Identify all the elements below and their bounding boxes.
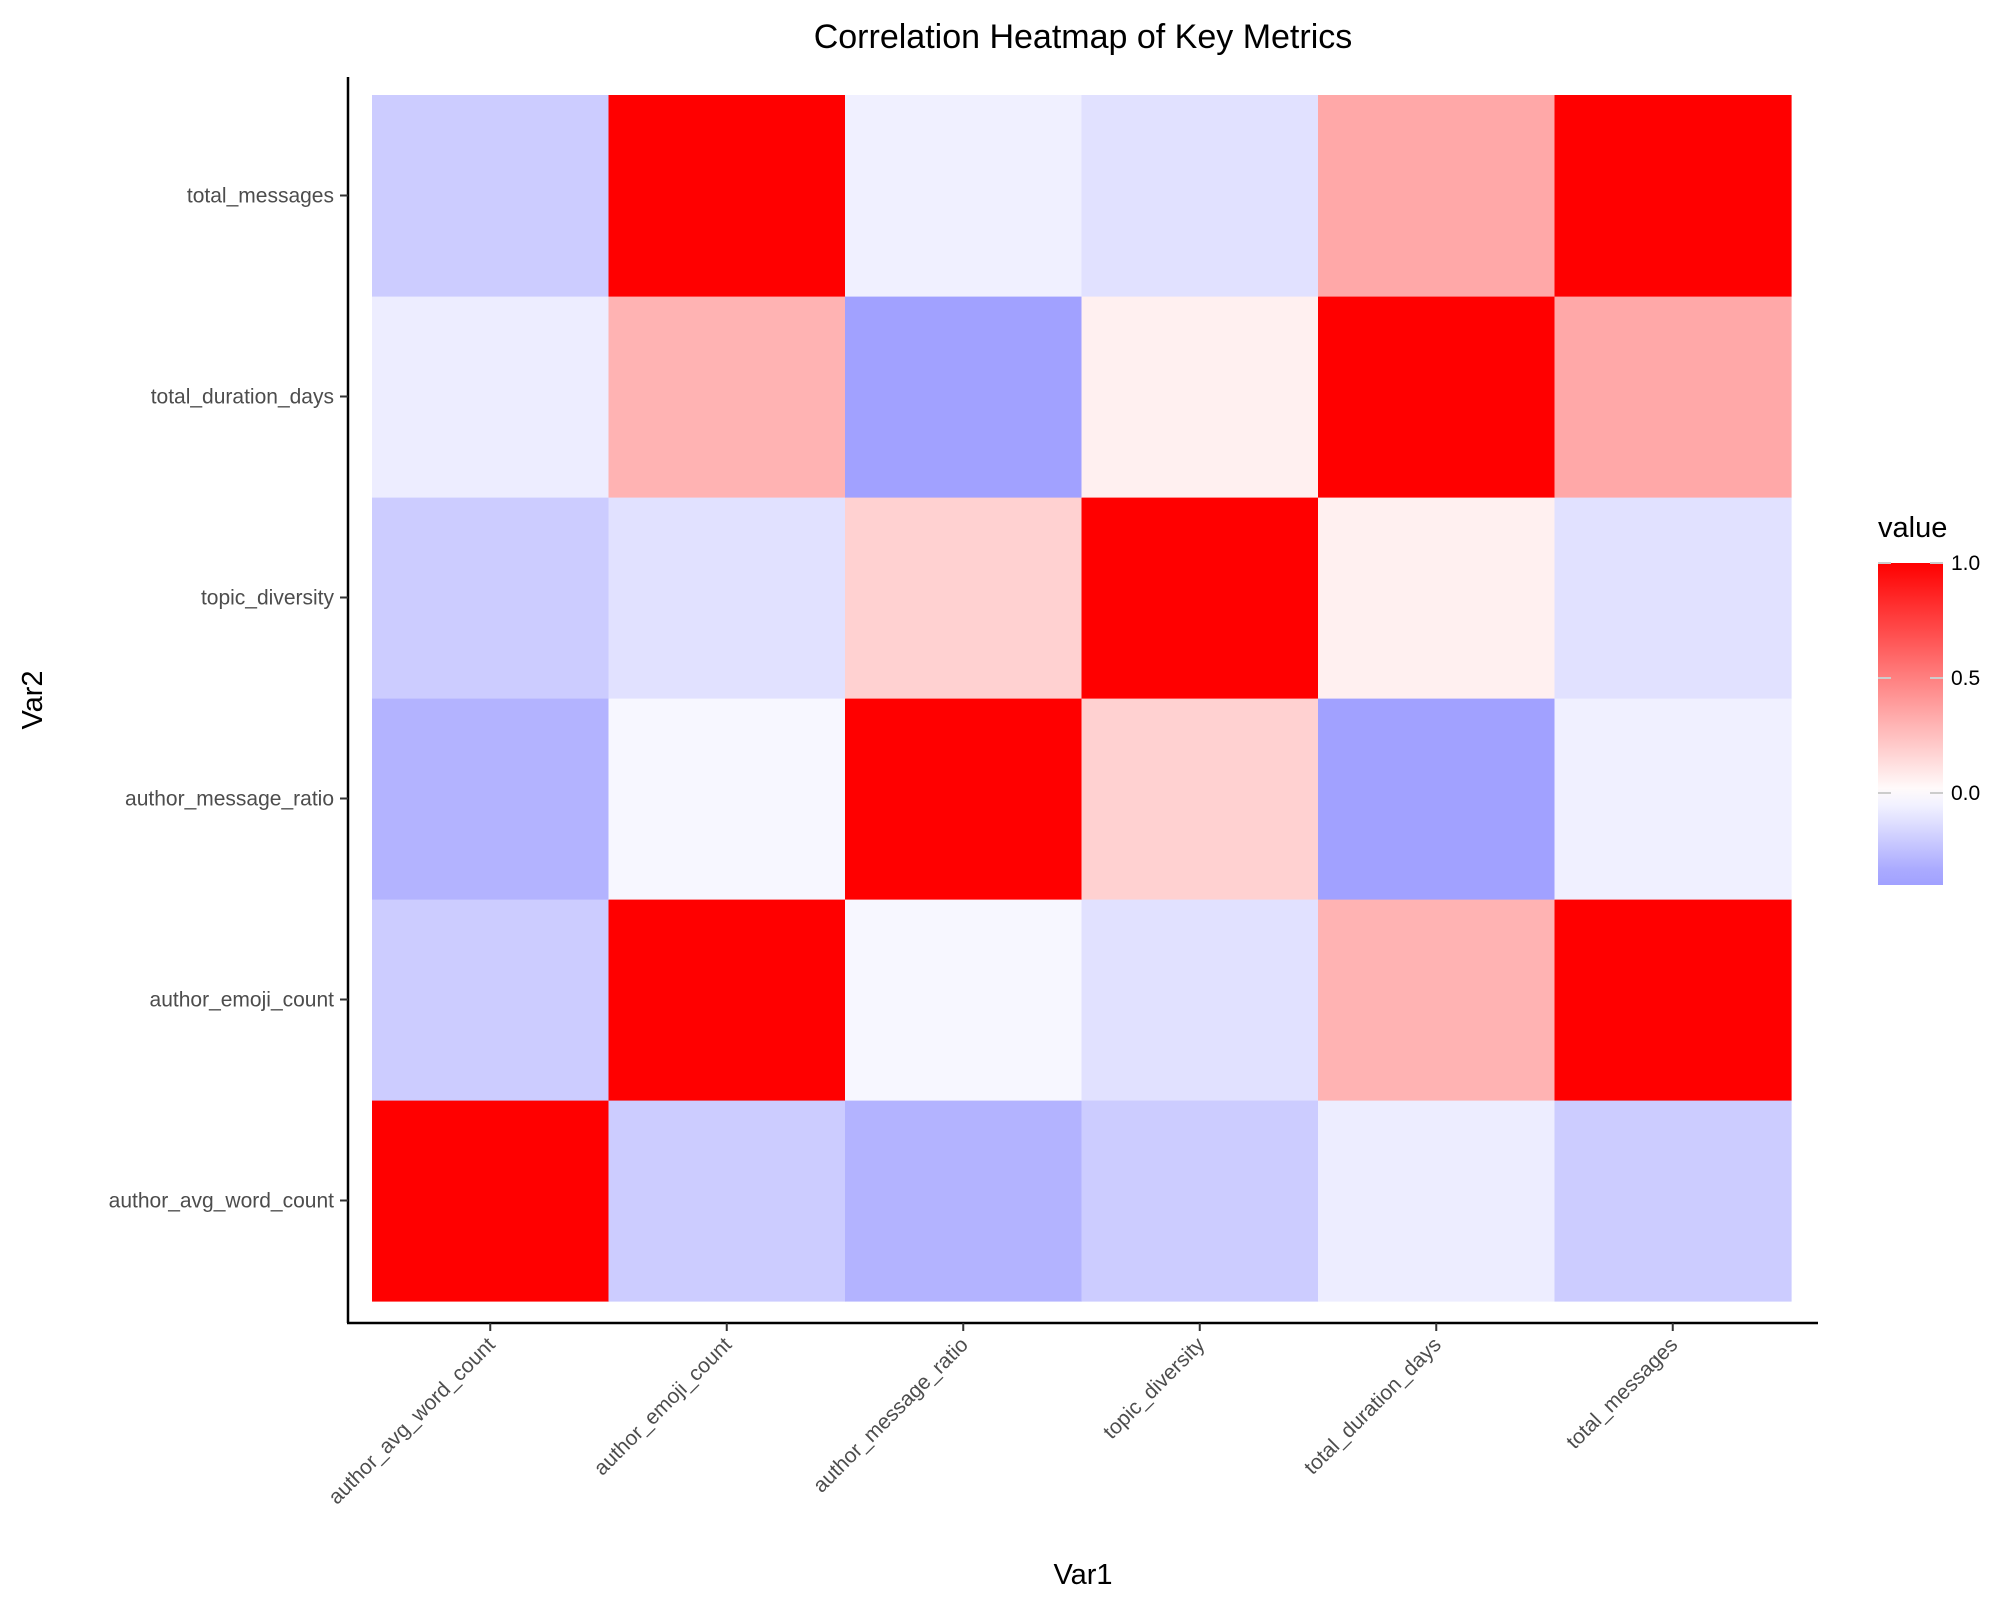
y-tick-label: total_duration_days	[151, 386, 334, 409]
heatmap-cell-author_avg_word_count-topic_diversity	[372, 497, 610, 699]
heatmap-cell-topic_diversity-total_duration_days	[1081, 296, 1319, 498]
heatmap-cell-author_emoji_count-total_duration_days	[608, 296, 846, 498]
x-tick-label: total_duration_days	[1300, 1333, 1446, 1479]
y-tick-label: author_message_ratio	[125, 788, 334, 811]
color-legend: value 0.0 0.5 1.0	[1878, 512, 1980, 885]
heatmap-cell-author_avg_word_count-author_avg_word_count	[372, 1100, 610, 1302]
heatmap-cell-author_emoji_count-author_emoji_count	[608, 899, 846, 1101]
heatmap-cell-topic_diversity-author_emoji_count	[1081, 899, 1319, 1101]
y-tick-label: author_avg_word_count	[109, 1190, 334, 1213]
heatmap-cell-author_message_ratio-author_emoji_count	[845, 899, 1083, 1101]
heatmap-cell-author_emoji_count-author_message_ratio	[608, 698, 846, 900]
heatmap-cell-total_duration_days-topic_diversity	[1318, 497, 1556, 699]
legend-ticks: 0.0 0.5 1.0	[1878, 552, 1980, 805]
heatmap-cell-author_avg_word_count-total_duration_days	[372, 296, 610, 498]
x-axis-title: Var1	[1053, 1559, 1112, 1591]
y-tick-label: author_emoji_count	[150, 989, 335, 1012]
heatmap-cell-topic_diversity-author_avg_word_count	[1081, 1100, 1319, 1302]
y-axis-ticks: author_avg_word_count author_emoji_count a…	[109, 185, 348, 1213]
heatmap-cell-total_duration_days-total_duration_days	[1318, 296, 1556, 498]
heatmap-cell-topic_diversity-total_messages	[1081, 95, 1319, 297]
heatmap-cell-author_emoji_count-total_messages	[608, 95, 846, 297]
x-tick-label: author_avg_word_count	[324, 1333, 500, 1509]
heatmap-cell-total_messages-author_emoji_count	[1554, 899, 1792, 1101]
heatmap-cell-author_message_ratio-topic_diversity	[845, 497, 1083, 699]
heatmap-cell-author_emoji_count-topic_diversity	[608, 497, 846, 699]
legend-color-bar	[1878, 563, 1943, 885]
y-tick-label: topic_diversity	[201, 587, 335, 610]
x-tick-label: author_emoji_count	[590, 1333, 737, 1480]
heatmap-cell-total_duration_days-author_emoji_count	[1318, 899, 1556, 1101]
heatmap-cell-total_messages-author_message_ratio	[1554, 698, 1792, 900]
heatmap-cell-total_messages-total_duration_days	[1554, 296, 1792, 498]
heatmap-cell-total_duration_days-author_avg_word_count	[1318, 1100, 1556, 1302]
y-tick-label: total_messages	[187, 185, 334, 208]
legend-tick-label: 1.0	[1951, 552, 1980, 575]
heatmap-cell-total_duration_days-total_messages	[1318, 95, 1556, 297]
x-axis-ticks: author_avg_word_count author_emoji_count a…	[324, 1323, 1682, 1509]
heatmap-cell-author_avg_word_count-total_messages	[372, 95, 610, 297]
heatmap-cell-total_duration_days-author_message_ratio	[1318, 698, 1556, 900]
x-tick-label: topic_diversity	[1099, 1333, 1210, 1444]
heatmap-cell-author_message_ratio-author_avg_word_count	[845, 1100, 1083, 1302]
heatmap-cell-total_messages-topic_diversity	[1554, 497, 1792, 699]
heatmap-cell-total_messages-total_messages	[1554, 95, 1792, 297]
x-tick-label: total_messages	[1562, 1333, 1682, 1453]
heatmap-cell-author_avg_word_count-author_message_ratio	[372, 698, 610, 900]
heatmap-cell-author_emoji_count-author_avg_word_count	[608, 1100, 846, 1302]
legend-title: value	[1878, 512, 1947, 544]
heatmap-cell-topic_diversity-topic_diversity	[1081, 497, 1319, 699]
heatmap-cells	[372, 95, 1792, 1302]
heatmap-cell-author_message_ratio-total_duration_days	[845, 296, 1083, 498]
chart-title: Correlation Heatmap of Key Metrics	[814, 18, 1353, 56]
heatmap-cell-author_message_ratio-author_message_ratio	[845, 698, 1083, 900]
x-tick-label: author_message_ratio	[809, 1333, 973, 1497]
heatmap-cell-total_messages-author_avg_word_count	[1554, 1100, 1792, 1302]
heatmap-cell-author_avg_word_count-author_emoji_count	[372, 899, 610, 1101]
y-axis-title: Var2	[17, 670, 49, 729]
heatmap-cell-topic_diversity-author_message_ratio	[1081, 698, 1319, 900]
legend-tick-label: 0.5	[1951, 667, 1980, 690]
legend-tick-label: 0.0	[1951, 782, 1980, 805]
heatmap-cell-author_message_ratio-total_messages	[845, 95, 1083, 297]
